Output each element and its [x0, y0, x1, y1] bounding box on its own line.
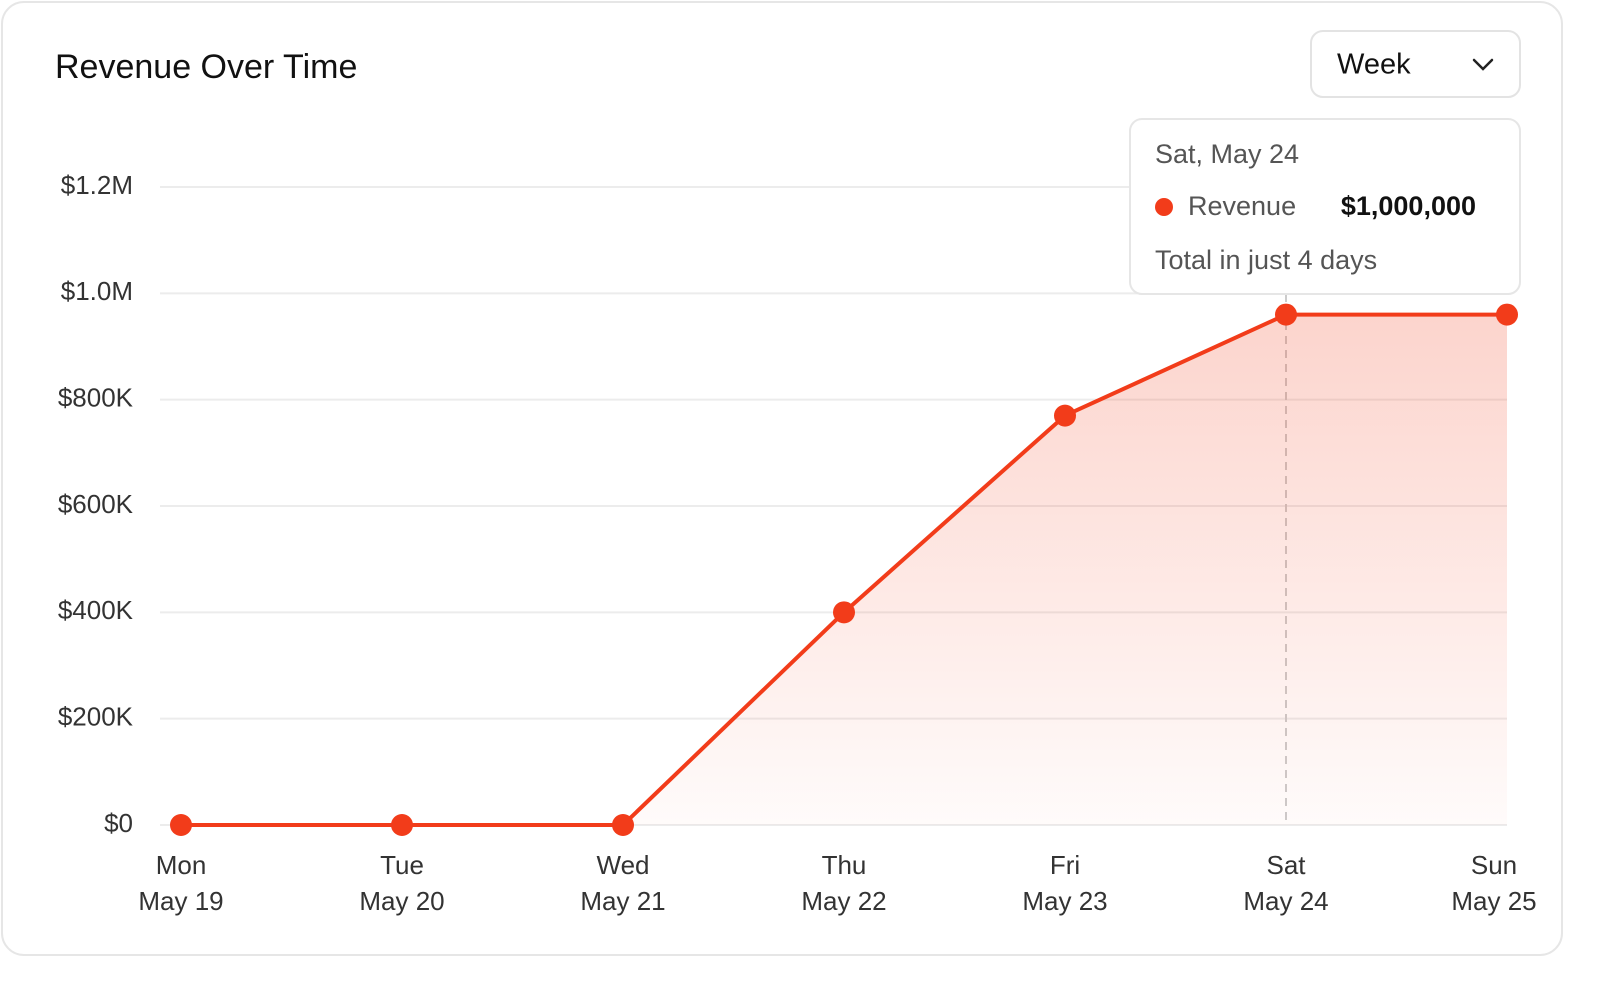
- x-tick-label: May 23: [1022, 886, 1107, 916]
- chart-title: Revenue Over Time: [55, 48, 357, 86]
- x-tick-label: Wed: [597, 850, 650, 880]
- point: [170, 814, 192, 836]
- x-tick-label: Sun: [1471, 850, 1517, 880]
- point: [391, 814, 413, 836]
- point: [833, 601, 855, 624]
- tooltip-swatch: [1155, 198, 1173, 216]
- x-tick-label: May 24: [1243, 886, 1328, 916]
- x-tick-label: Fri: [1050, 850, 1080, 880]
- y-tick-label: $200K: [58, 702, 134, 732]
- y-tick-label: $1.0M: [61, 276, 133, 306]
- point: [612, 814, 634, 836]
- y-tick-label: $600K: [58, 489, 134, 519]
- tooltip: Sat, May 24 Revenue $1,000,000 Total in …: [1129, 118, 1521, 295]
- point: [1275, 303, 1297, 326]
- x-tick-label: Sat: [1266, 850, 1306, 880]
- tooltip-value: $1,000,000: [1341, 191, 1476, 221]
- y-tick-label: $0: [104, 808, 133, 838]
- x-tick-label: May 21: [580, 886, 665, 916]
- x-tick-label: May 25: [1451, 886, 1536, 916]
- y-tick-label: $800K: [58, 383, 134, 413]
- dropdown-chevron[interactable]: [1472, 58, 1494, 71]
- dropdown-box[interactable]: [1310, 30, 1521, 98]
- y-tick-label: $1.2M: [61, 170, 133, 200]
- x-tick-label: May 22: [801, 886, 886, 916]
- x-tick-label: May 20: [359, 886, 444, 916]
- area: [181, 314, 1507, 825]
- tooltip-series: Revenue: [1188, 191, 1296, 221]
- point: [1496, 303, 1518, 326]
- tooltip-box: [1129, 118, 1521, 295]
- period-dropdown[interactable]: Week: [1310, 30, 1521, 98]
- plot: $0 $200K $400K $600K $800K $1.0M $1.2M Mon May 1…: [58, 170, 1537, 916]
- x-tick-label: Thu: [822, 850, 867, 880]
- dropdown-label[interactable]: Week: [1337, 49, 1411, 81]
- y-tick-label: $400K: [58, 595, 134, 625]
- x-tick-label: Mon: [156, 850, 207, 880]
- tooltip-title: Sat, May 24: [1155, 139, 1299, 169]
- x-tick-label: May 19: [138, 886, 223, 916]
- point: [1054, 404, 1076, 427]
- tooltip-note: Total in just 4 days: [1155, 245, 1377, 275]
- x-tick-label: Tue: [380, 850, 424, 880]
